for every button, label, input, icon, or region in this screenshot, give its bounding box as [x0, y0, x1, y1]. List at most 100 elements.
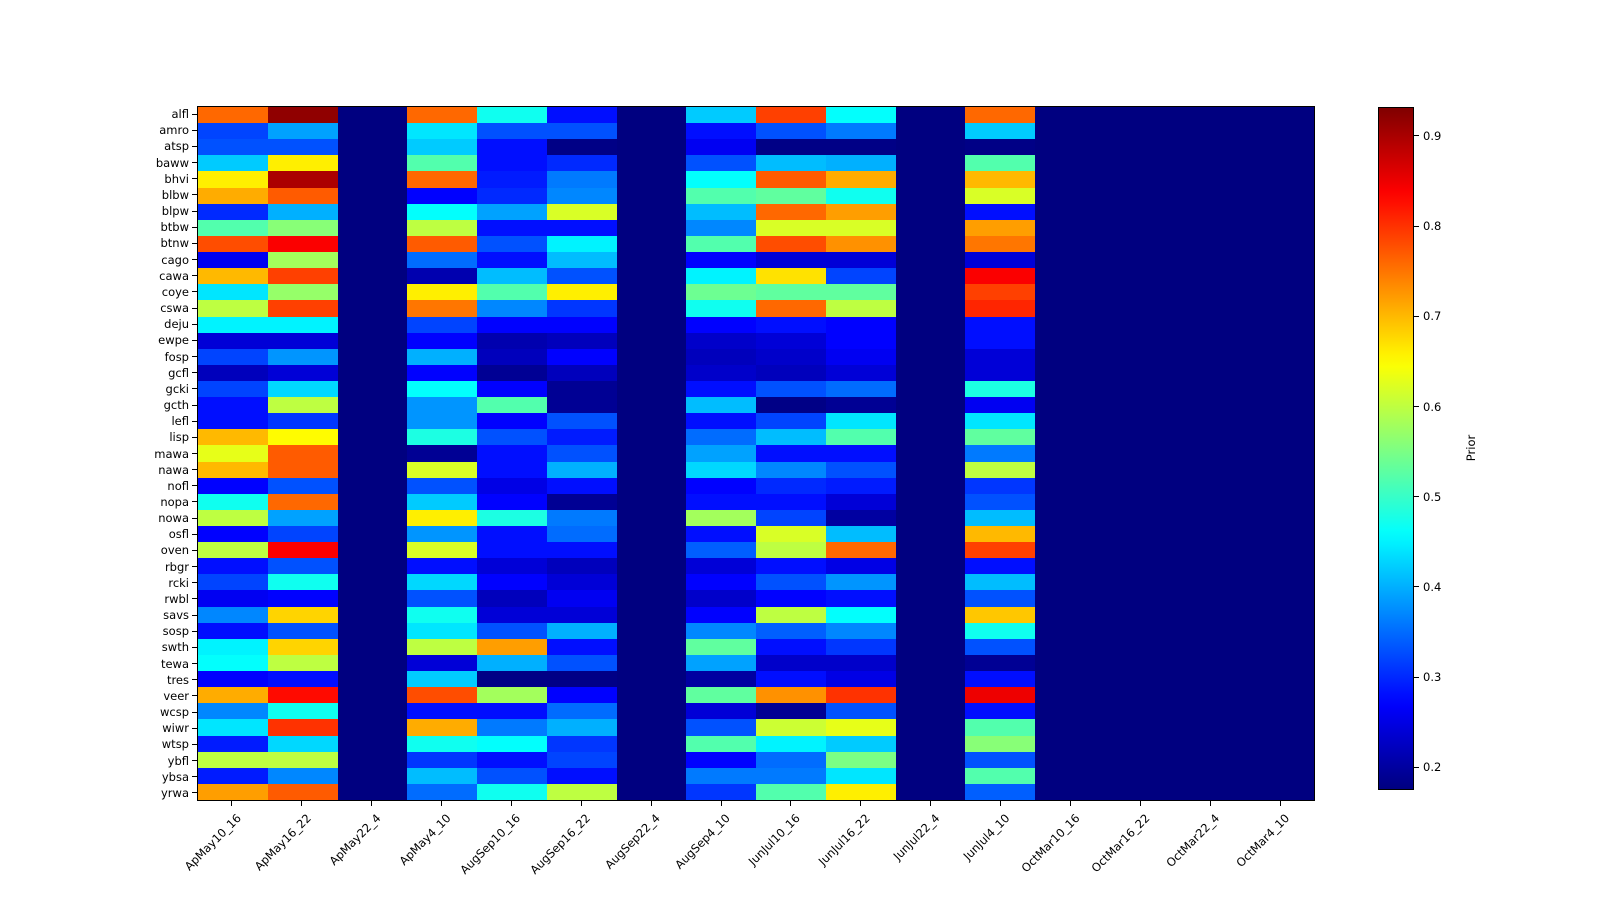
heatmap-cell: [198, 429, 268, 446]
heatmap-cell: [1244, 574, 1314, 591]
heatmap-cell: [546, 123, 617, 140]
heatmap-cell: [895, 783, 966, 800]
heatmap-cell: [1244, 332, 1314, 349]
heatmap-cell: [1104, 316, 1175, 333]
heatmap-cell: [546, 348, 617, 365]
heatmap-cell: [965, 332, 1035, 349]
heatmap-cell: [1244, 268, 1314, 285]
heatmap-cell: [825, 735, 896, 752]
heatmap-cell: [337, 590, 408, 607]
heatmap-cell: [965, 526, 1035, 543]
y-tick-label: amro: [159, 123, 189, 138]
heatmap-cell: [965, 687, 1035, 704]
x-tick-mark: [580, 801, 582, 806]
heatmap-cell: [1104, 622, 1175, 639]
y-tick-label: baww: [155, 155, 189, 170]
heatmap-cell: [965, 348, 1035, 365]
heatmap-cell: [825, 719, 896, 736]
y-tick-label: fosp: [164, 349, 189, 364]
x-tick-label: JunJul4_10: [960, 811, 1013, 864]
heatmap-cell: [616, 187, 687, 204]
heatmap-cell: [965, 703, 1035, 720]
heatmap-cell: [337, 203, 408, 220]
heatmap-cell: [198, 606, 268, 623]
y-tick-mark: [192, 291, 197, 293]
heatmap-cell: [267, 477, 338, 494]
heatmap-cell: [895, 107, 966, 124]
heatmap-cell: [616, 638, 687, 655]
heatmap-cell: [825, 300, 896, 317]
heatmap-cell: [267, 171, 338, 188]
heatmap-cell: [616, 219, 687, 236]
heatmap-cell: [477, 606, 547, 623]
heatmap-cell: [686, 397, 756, 414]
heatmap-cell: [686, 316, 756, 333]
heatmap-cell: [198, 348, 268, 365]
heatmap-cell: [267, 187, 338, 204]
heatmap-cell: [267, 783, 338, 800]
heatmap-cell: [198, 219, 268, 236]
y-tick-label: nofl: [167, 478, 189, 493]
x-tick-mark: [1069, 801, 1071, 806]
colorbar-tick-mark: [1414, 135, 1419, 137]
heatmap-cell: [616, 123, 687, 140]
heatmap-cell: [407, 719, 477, 736]
heatmap-cell: [1174, 235, 1245, 253]
heatmap-cell: [965, 477, 1035, 494]
heatmap-cell: [616, 590, 687, 607]
heatmap-cell: [1104, 123, 1175, 140]
heatmap-cell: [546, 139, 617, 156]
x-tick-mark: [1209, 801, 1211, 806]
heatmap-cell: [1035, 687, 1105, 704]
heatmap-cell: [895, 171, 966, 188]
heatmap-cell: [198, 364, 268, 381]
heatmap-cell: [1104, 783, 1175, 800]
heatmap-cell: [198, 735, 268, 752]
y-tick-mark: [192, 614, 197, 616]
y-tick-label: gcfl: [168, 365, 189, 380]
heatmap-cell: [1035, 542, 1105, 559]
heatmap-cell: [895, 509, 966, 527]
heatmap-cell: [407, 364, 477, 381]
heatmap-cell: [198, 558, 268, 575]
heatmap-cell: [756, 187, 826, 204]
heatmap-cell: [965, 413, 1035, 430]
heatmap-cell: [1104, 590, 1175, 607]
heatmap-cell: [965, 606, 1035, 623]
heatmap-cell: [337, 380, 408, 398]
y-tick-label: wiwr: [162, 721, 189, 736]
heatmap-cell: [198, 380, 268, 398]
heatmap-cell: [686, 139, 756, 156]
heatmap-cell: [616, 364, 687, 381]
colorbar-tick-label: 0.5: [1423, 489, 1442, 504]
y-tick-mark: [192, 194, 197, 196]
heatmap-cell: [198, 252, 268, 269]
heatmap-cell: [267, 348, 338, 365]
heatmap-cell: [546, 606, 617, 623]
y-tick-mark: [192, 162, 197, 164]
heatmap-cell: [1104, 445, 1175, 462]
colorbar-tick-label: 0.2: [1423, 760, 1442, 775]
heatmap-cell: [1244, 477, 1314, 494]
heatmap-cell: [407, 638, 477, 655]
heatmap-cell: [407, 155, 477, 172]
heatmap-cell: [198, 235, 268, 253]
heatmap-cell: [1035, 751, 1105, 768]
heatmap-cell: [1104, 348, 1175, 365]
heatmap-cell: [616, 284, 687, 301]
heatmap-cell: [756, 526, 826, 543]
heatmap-cell: [1174, 687, 1245, 704]
heatmap-cell: [1174, 429, 1245, 446]
heatmap-cell: [825, 526, 896, 543]
heatmap-cell: [407, 783, 477, 800]
y-tick-mark: [192, 275, 197, 277]
heatmap-cell: [1104, 252, 1175, 269]
heatmap-cell: [546, 268, 617, 285]
heatmap-cell: [965, 235, 1035, 253]
y-tick-label: nopa: [160, 494, 189, 509]
heatmap-cell: [1035, 268, 1105, 285]
heatmap-cell: [1104, 413, 1175, 430]
heatmap-cell: [477, 203, 547, 220]
heatmap-cell: [895, 364, 966, 381]
heatmap-cell: [477, 348, 547, 365]
